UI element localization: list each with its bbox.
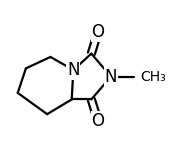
Text: O: O [91, 23, 104, 41]
Text: N: N [105, 68, 117, 85]
Text: O: O [91, 112, 104, 130]
Text: CH₃: CH₃ [140, 70, 166, 84]
Text: N: N [67, 61, 80, 79]
